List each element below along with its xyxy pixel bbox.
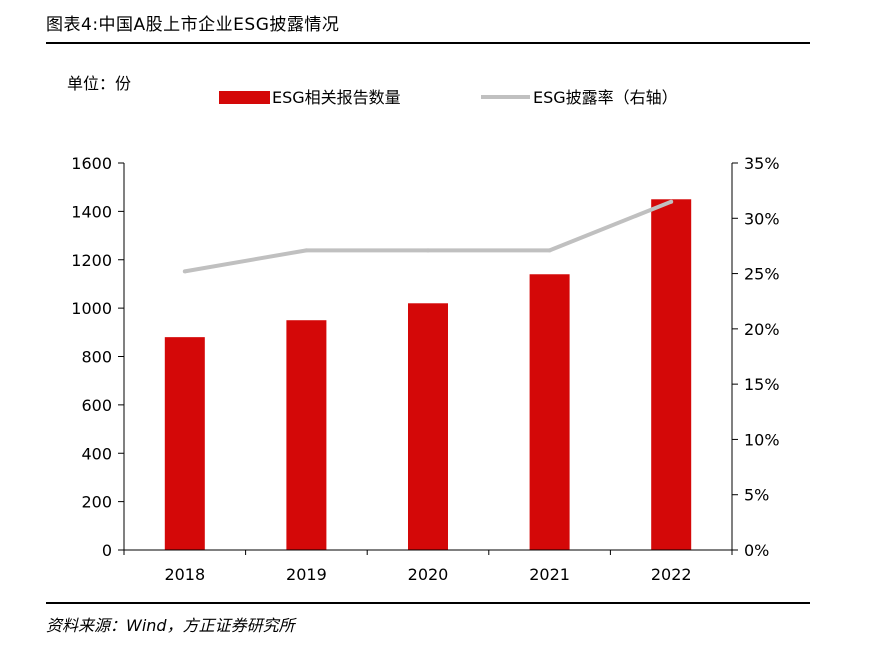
bar-2019 [286,320,327,550]
x-tick-label: 2021 [529,565,570,584]
line-point-2022 [669,199,674,204]
right-tick-label: 15% [744,375,780,394]
legend: ESG相关报告数量 ESG披露率（右轴） [219,88,678,107]
x-tick-label: 2019 [286,565,327,584]
figure-title: 图表4:中国A股上市企业ESG披露情况 [46,15,340,35]
right-tick-label: 25% [744,265,780,284]
unit-label: 单位：份 [67,74,132,93]
left-tick-label: 600 [81,396,112,415]
bar-2018 [164,337,205,550]
chart: ESG相关报告数量 ESG披露率（右轴） 0 200 400 600 800 1000 12… [71,88,779,584]
left-tick-label: 1400 [71,202,112,221]
left-tick-label: 0 [102,541,112,560]
line-point-2018 [182,269,187,274]
left-tick-label: 1600 [71,154,112,173]
legend-bar-label: ESG相关报告数量 [272,88,401,107]
left-tick-label: 800 [81,348,112,367]
bar-2021 [529,274,570,550]
right-tick-label: 20% [744,320,780,339]
right-tick-label: 10% [744,430,780,449]
source-note: 资料来源：Wind，方正证券研究所 [46,616,295,635]
line-point-2021 [547,248,552,253]
x-tick-label: 2018 [164,565,205,584]
x-tick-label: 2022 [651,565,692,584]
right-tick-label: 35% [744,154,780,173]
title-rule [46,42,810,44]
left-tick-label: 1200 [71,251,112,270]
right-tick-label: 30% [744,209,780,228]
right-tick-label: 0% [744,541,769,560]
x-tick-label: 2020 [408,565,449,584]
footer-rule [46,602,810,604]
disclosure-rate-line [184,199,672,274]
left-tick-label: 400 [81,444,112,463]
left-tick-label: 200 [81,493,112,512]
bar-2022 [651,199,692,550]
right-tick-label: 5% [744,486,769,505]
line-point-2019 [304,248,309,253]
plot-area: 0 200 400 600 800 1000 1200 1400 1600 0% 5% 10% 15% 2… [71,154,779,584]
legend-line-label: ESG披露率（右轴） [533,88,678,107]
line-point-2020 [426,248,430,253]
left-tick-label: 1000 [71,299,112,318]
bar-2020 [408,303,448,550]
legend-bar-swatch [219,91,270,104]
